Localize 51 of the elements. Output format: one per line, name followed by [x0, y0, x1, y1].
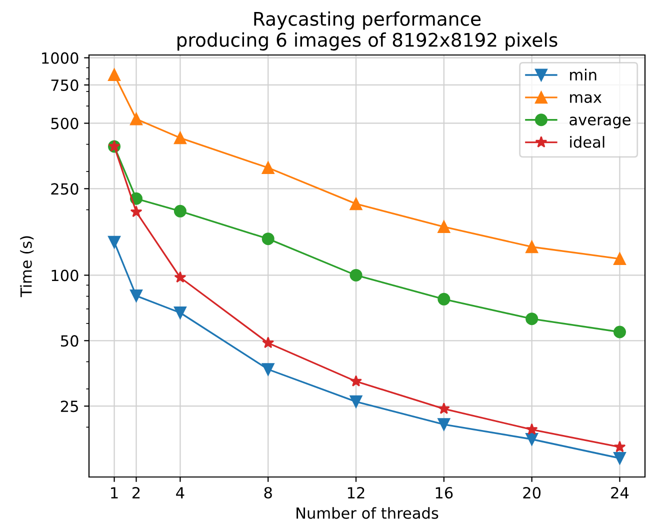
y-tick-label: 750 [51, 79, 78, 91]
point [174, 271, 186, 283]
point [262, 232, 274, 246]
legend-label: min [570, 68, 596, 80]
x-axis-title: Number of threads [296, 507, 438, 519]
x-tick-label: 16 [436, 486, 453, 499]
x-tick-label: 12 [348, 486, 364, 498]
x-tick-label: 1 [111, 487, 118, 498]
legend-label: ideal [570, 136, 604, 148]
chart-title: Raycasting performance producing 6 images of 8192x8192 pixels [178, 11, 558, 51]
point [613, 252, 626, 266]
point [130, 112, 142, 126]
point [108, 68, 121, 81]
point [526, 433, 538, 446]
legend-label: average [570, 116, 630, 128]
point [614, 440, 626, 452]
point [613, 326, 626, 338]
point [350, 198, 362, 210]
point [350, 395, 362, 408]
y-tick-label: 250 [51, 183, 78, 195]
point [262, 336, 274, 348]
point [526, 423, 538, 435]
point [438, 418, 450, 431]
y-tick-label: 25 [60, 400, 78, 412]
point [130, 290, 142, 302]
point [130, 206, 142, 218]
y-tick-label: 100 [52, 270, 78, 282]
point [438, 220, 450, 234]
y-tick-label: 1000 [42, 52, 78, 64]
legend-label: max [570, 94, 602, 103]
point [613, 452, 626, 464]
point [174, 132, 186, 144]
point [262, 363, 274, 376]
x-tick-label: 8 [264, 486, 272, 499]
point [438, 402, 450, 414]
point [438, 292, 450, 306]
point [526, 312, 538, 326]
y-tick-label: 50 [61, 335, 78, 347]
point [174, 204, 186, 218]
y-tick-label: 500 [51, 118, 78, 130]
point [350, 375, 362, 387]
point [350, 268, 362, 282]
point [526, 240, 538, 254]
point [108, 236, 121, 248]
point [262, 162, 274, 174]
x-tick-label: 2 [132, 486, 140, 498]
point [174, 306, 186, 319]
y-axis-title: Time (s) [20, 236, 34, 298]
x-tick-label: 24 [611, 486, 629, 498]
x-tick-label: 20 [523, 486, 541, 499]
x-tick-label: 4 [176, 487, 184, 498]
